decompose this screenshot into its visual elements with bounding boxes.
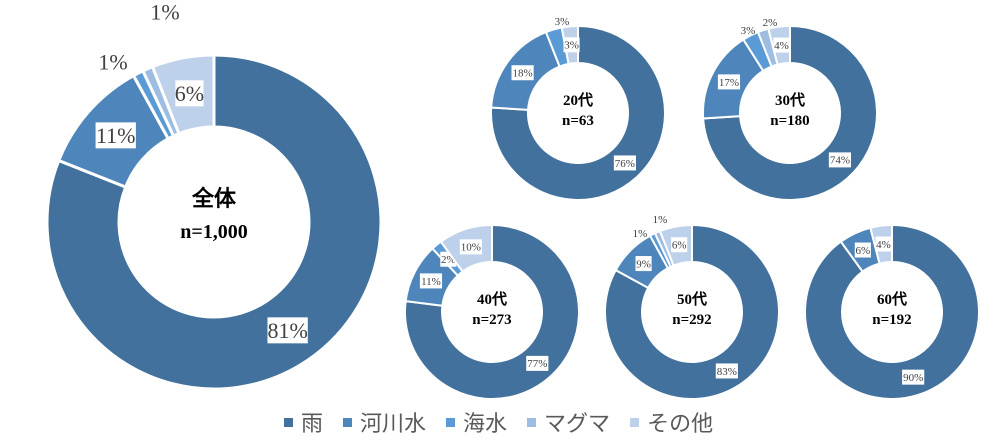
data-label: 6% — [175, 81, 204, 106]
data-label-box — [563, 37, 580, 53]
data-label-box — [635, 256, 652, 272]
data-label: 10% — [461, 242, 481, 254]
data-label: 1% — [633, 228, 648, 240]
legend-swatch-magma — [527, 417, 537, 427]
data-label: 81% — [267, 318, 307, 343]
data-label: 9% — [636, 258, 651, 270]
data-label-box — [715, 363, 738, 379]
donut-title: 60代 — [877, 290, 907, 308]
data-label-box — [419, 273, 443, 289]
legend-label: その他 — [647, 412, 714, 437]
data-label: 4% — [774, 40, 789, 52]
data-label: 6% — [672, 240, 687, 252]
legend-item-river-water: 河川水 — [343, 406, 426, 438]
data-label: 3% — [741, 25, 756, 37]
data-label: 1% — [653, 214, 668, 226]
donut-title: 50代 — [677, 290, 707, 308]
data-label-box — [526, 355, 549, 371]
data-label-box — [773, 37, 790, 53]
legend-item-other: その他 — [630, 406, 713, 438]
donut-title: 20代 — [563, 91, 593, 109]
legend-item-sea-water: 海水 — [446, 406, 507, 438]
donut-30s: 74% 17% 3% 2% 4% 30代 n=180 — [702, 17, 878, 201]
donut-sample-size: n=273 — [472, 312, 511, 328]
data-label-box — [875, 236, 892, 252]
donut-sample-size: n=63 — [562, 113, 594, 129]
data-label-box — [671, 237, 688, 253]
legend-label: 雨 — [301, 412, 324, 437]
chart-legend: 雨 河川水 海水 マグマ その他 — [284, 407, 733, 437]
legend-swatch-river-water — [343, 417, 353, 427]
data-label-box — [175, 80, 204, 107]
donut-sample-size: n=1,000 — [180, 221, 248, 243]
data-label: 1% — [98, 50, 127, 75]
donut-60s: 90% 6% 4% 60代 n=192 — [804, 223, 980, 400]
legend-swatch-rain — [284, 417, 293, 427]
legend-label: マグマ — [544, 412, 611, 437]
data-label-box — [854, 242, 871, 258]
data-label: 83% — [717, 366, 737, 378]
data-label: 2% — [763, 17, 778, 29]
data-label: 17% — [719, 77, 739, 89]
legend-swatch-sea-water — [446, 417, 456, 427]
data-label-box — [828, 152, 852, 168]
data-label-box — [613, 155, 636, 171]
legend-swatch-other — [630, 417, 640, 427]
data-label-box — [511, 65, 534, 81]
legend-label: 海水 — [463, 412, 508, 437]
data-label: 4% — [876, 239, 891, 251]
donut-50s: 83% 9% 1% 1% 6% 50代 n=292 — [604, 214, 780, 400]
donut-slice — [604, 223, 780, 400]
data-label-box — [95, 122, 136, 149]
data-label: 3% — [564, 40, 579, 52]
legend-item-magma: マグマ — [527, 406, 610, 438]
donut-slice — [45, 53, 383, 391]
data-label: 77% — [527, 358, 547, 370]
donut-title: 30代 — [775, 91, 805, 109]
data-label: 11% — [421, 276, 441, 288]
donut-slice — [804, 223, 980, 400]
data-label: 1% — [150, 0, 179, 25]
donut-sample-size: n=180 — [770, 113, 809, 129]
donut-total: 81% 11% 1% 1% 6% 全体 n=1,000 — [45, 0, 383, 391]
legend-label: 河川水 — [360, 412, 427, 437]
data-label: 3% — [555, 16, 570, 28]
data-label-box — [902, 369, 925, 385]
donut-title: 全体 — [191, 186, 237, 211]
data-label-box — [267, 317, 308, 344]
data-label: 11% — [96, 123, 136, 148]
data-label: 90% — [903, 372, 923, 384]
data-label-box — [459, 239, 482, 255]
data-label: 76% — [615, 158, 635, 170]
donut-sample-size: n=292 — [672, 312, 711, 328]
donut-20s: 76% 18% 3% 3% 20代 n=63 — [490, 16, 666, 201]
donut-slice — [404, 223, 580, 400]
data-label-box — [717, 74, 741, 90]
donut-title: 40代 — [477, 290, 507, 308]
data-label: 74% — [830, 155, 850, 167]
data-label: 18% — [512, 68, 532, 80]
donut-sample-size: n=192 — [872, 312, 911, 328]
legend-item-rain: 雨 — [284, 406, 323, 438]
data-label: 6% — [855, 245, 870, 257]
